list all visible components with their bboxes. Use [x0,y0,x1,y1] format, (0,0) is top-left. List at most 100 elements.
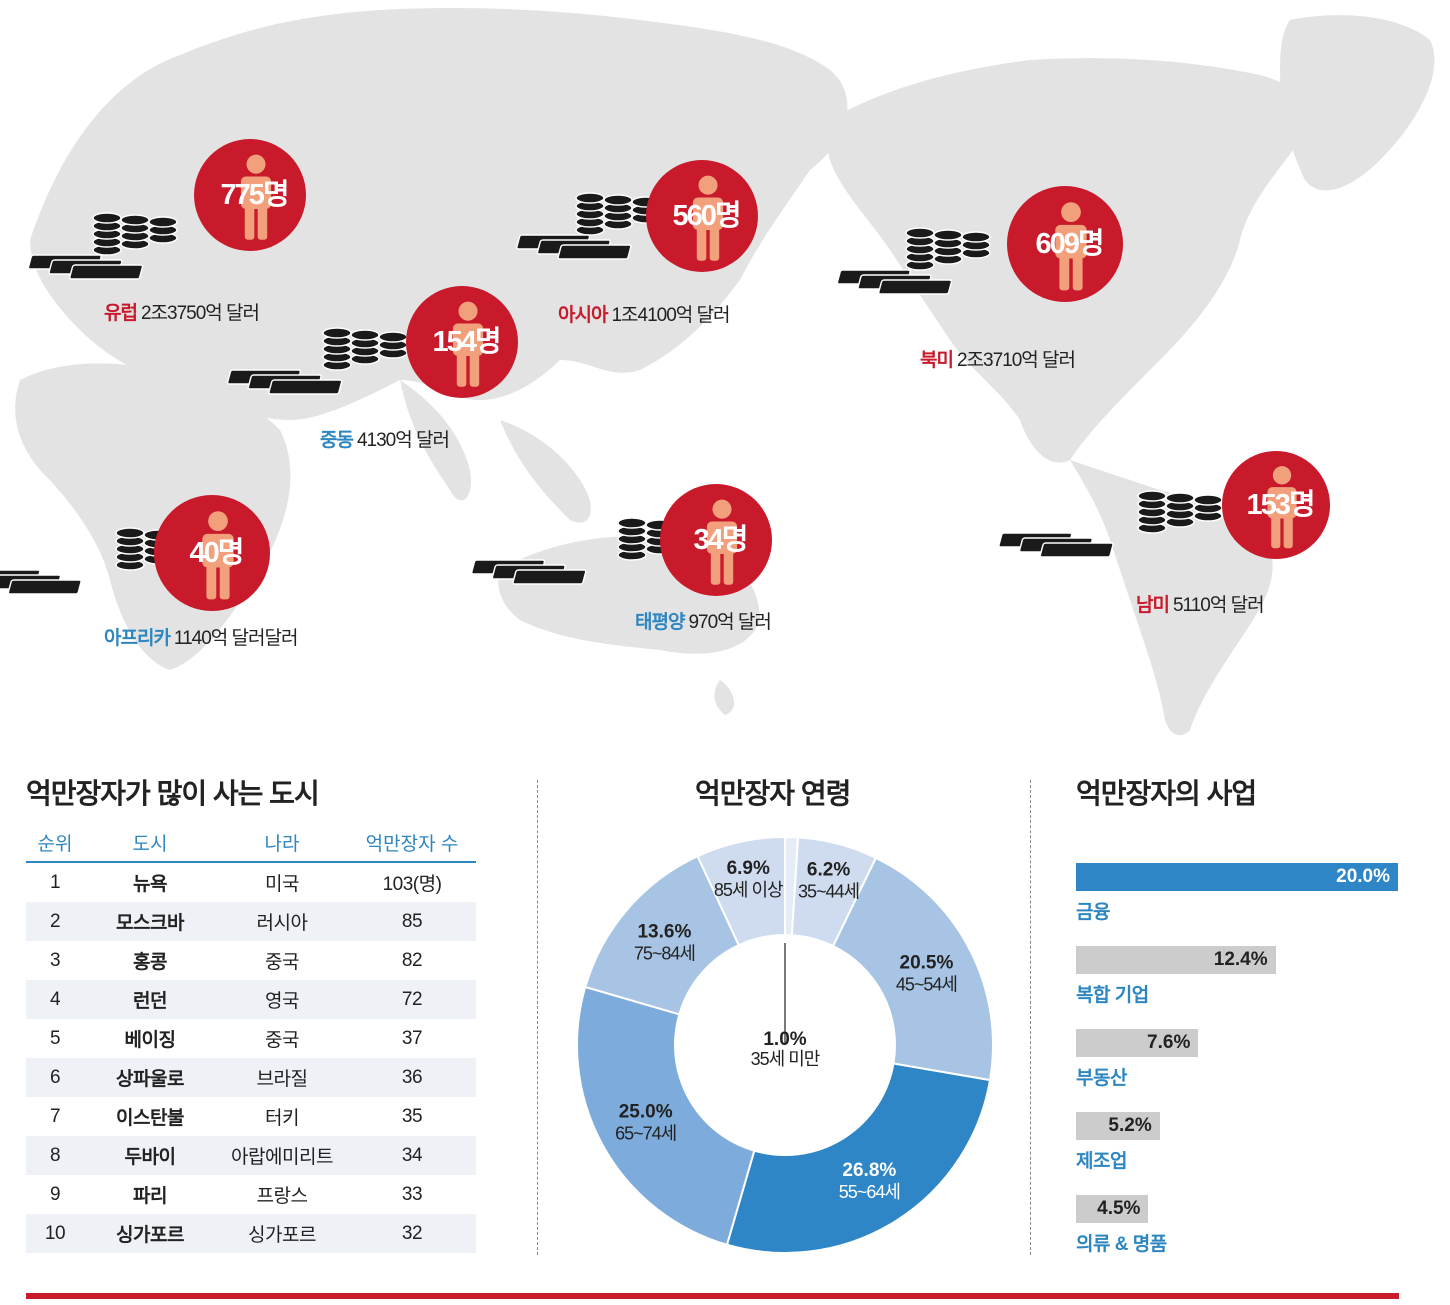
cell-city: 파리 [133,1186,167,1207]
donut-slices [576,835,994,1254]
region-label-south-america: 남미 5110억 달러 [1136,590,1265,617]
marker-middle_east: 154명 [226,286,518,398]
world-map: 775명 560명 609명 154명 40명 34명 153명 [0,8,1435,736]
cell-city: 싱가포르 [84,1214,216,1253]
cell-city: 홍콩 [133,952,167,973]
slice-pct: 26.8% [842,1160,896,1181]
header-country: 나라 [216,823,348,863]
slice-age-label: 35세 미만 [751,1049,820,1069]
cell-count: 34 [348,1136,476,1175]
slice-age-label: 35~44세 [798,882,859,902]
marker-asia: 560명 [515,160,758,272]
money-stack-icon [836,227,991,295]
age-title: 억만장자 연령 [695,778,851,809]
region-label-middle-east: 중동 4130억 달러 [320,425,450,452]
cell-country: 미국 [265,874,299,895]
cell-city: 뉴욕 [133,874,167,895]
header-city: 도시 [84,823,216,863]
cell-country: 영국 [216,980,348,1019]
slice-pct: 25.0% [619,1102,673,1123]
cell-rank: 10 [26,1214,84,1253]
marker-south_america: 153명 [998,451,1330,559]
person-icon [240,154,272,240]
slice-age-label: 75~84세 [634,943,695,963]
industry-bar-item: 5.2% 제조업 [1076,1112,1160,1173]
cell-count: 72 [348,980,476,1019]
cell-rank: 6 [26,1058,84,1097]
cell-count: 85 [348,902,476,941]
industry-bar: 4.5% [1076,1195,1149,1223]
cell-country: 브라질 [216,1058,348,1097]
industry-bar-item: 4.5% 의류 & 명품 [1076,1195,1167,1256]
person-icon [202,511,234,600]
slice-label: 6.2%35~44세 [798,860,860,902]
header-rank: 순위 [26,823,84,863]
cell-country: 싱가포르 [216,1214,348,1253]
region-name: 유럽 [104,303,138,324]
footer-rule [26,1293,1399,1299]
region-amount: 1140억 달러달러 [173,628,299,649]
table-row: 5 베이징 중국 37 [26,1019,476,1058]
bar-category-label: 제조업 [1076,1151,1127,1172]
bar-value-label: 7.6% [1147,1032,1191,1053]
slice-age-label: 45~54세 [896,974,957,994]
header-count: 억만장자 수 [348,823,476,863]
region-name: 아프리카 [104,628,171,649]
cell-count: 35 [401,1105,423,1127]
age-donut-chart: 1.0%35세 미만 6.2%35~44세 20.5%45~54세 26.8%55~6… [576,835,994,1254]
table-row: 8 두바이 아랍에미리트 34 [26,1136,476,1175]
slice-age-label: 65~74세 [615,1124,676,1144]
donut-slice [576,985,756,1246]
region-amount: 970억 달러 [688,612,771,633]
region-amount: 4130억 달러 [356,430,450,451]
cell-rank: 3 [49,949,61,971]
bar-category-label: 부동산 [1076,1068,1127,1089]
cities-table: 순위 도시 나라 억만장자 수 1 뉴욕 미국 103(명) 2 모스크바 러시아 85 3 홍콩… [26,823,476,1253]
cell-rank: 7 [49,1105,61,1127]
divider-right [1030,780,1031,1255]
region-amount: 1조4100억 달러 [611,305,730,326]
map-markers: 775명 560명 609명 154명 40명 34명 153명 [0,139,1330,611]
cell-country: 중국 [265,952,299,973]
bar-category-label: 복합 기업 [1076,985,1149,1006]
table-row: 6 상파울로 브라질 36 [26,1058,476,1097]
divider-left [537,780,538,1255]
land-masses [15,8,1435,736]
cell-rank: 2 [26,902,84,941]
marker-africa: 40명 [0,495,270,611]
industry-bar-item: 7.6% 부동산 [1076,1029,1199,1090]
cell-count: 36 [348,1058,476,1097]
money-stack-icon [226,327,408,395]
cell-country: 아랍에미리트 [216,1136,348,1175]
donut-labels: 1.0%35세 미만 6.2%35~44세 20.5%45~54세 26.8%55~6… [615,858,958,1202]
billionaire-count: 34명 [694,523,747,556]
cell-city: 이스탄불 [116,1108,184,1129]
cell-rank: 4 [26,980,84,1019]
cell-count: 37 [401,1027,423,1049]
slice-label: 25.0%65~74세 [615,1102,677,1144]
industry-bar: 20.0% [1076,863,1398,891]
industry-bar: 7.6% [1076,1029,1199,1057]
industry-bar-item: 20.0% 금융 [1076,863,1398,924]
cell-country: 터키 [265,1108,299,1129]
person-icon [1267,466,1297,549]
cell-city: 모스크바 [84,902,216,941]
region-label-europe: 유럽 2조3750억 달러 [104,298,260,325]
cell-city: 두바이 [84,1136,216,1175]
bar-value-label: 4.5% [1097,1198,1141,1219]
region-label-north-america: 북미 2조3710억 달러 [920,345,1076,372]
slice-pct: 20.5% [900,952,954,973]
region-label-asia: 아시아 1조4100억 달러 [558,300,731,327]
cities-title: 억만장자가 많이 사는 도시 [26,778,320,809]
region-amount: 5110억 달러 [1172,595,1265,616]
region-name: 중동 [320,430,354,451]
region-name: 북미 [920,350,954,371]
slice-label: 6.9%85세 이상 [714,858,784,900]
marker-pacific: 34명 [470,484,772,596]
slice-label: 13.6%75~84세 [634,921,696,963]
marker-north_america: 609명 [836,186,1123,302]
industry-bar: 5.2% [1076,1112,1160,1140]
slice-pct: 6.2% [807,860,850,881]
cell-count: 32 [348,1214,476,1253]
marker-europe: 775명 [27,139,306,280]
